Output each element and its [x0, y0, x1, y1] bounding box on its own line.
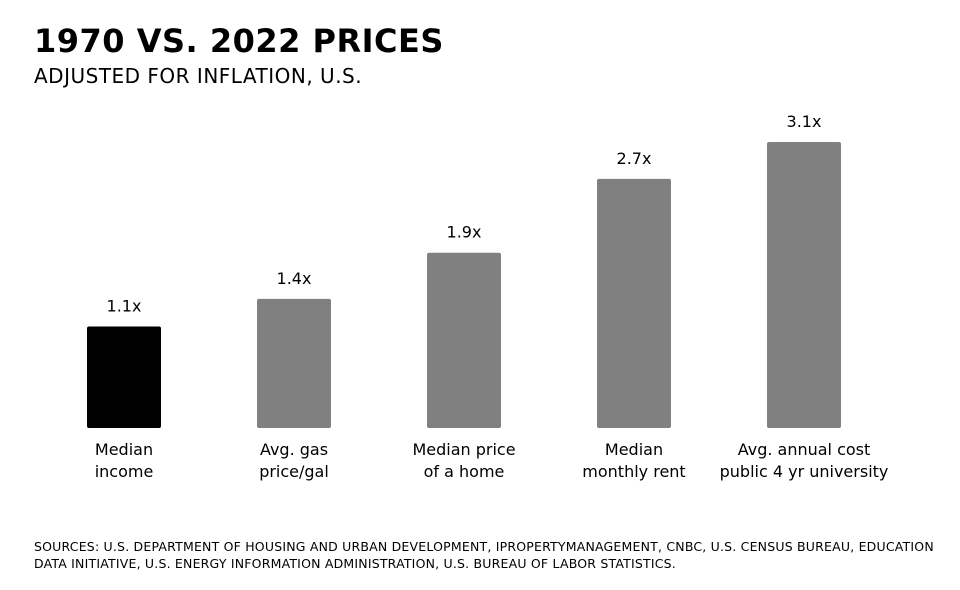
category-label-1-line-0: Avg. gas — [260, 440, 328, 459]
bar-chart: 1.1x Median income 1.4x Avg. gas price/gal 1.9… — [87, 112, 889, 481]
value-label-4: 3.1x — [787, 112, 822, 131]
category-label-4-line-0: Avg. annual cost — [738, 440, 871, 459]
chart-title: 1970 vs. 2022 Prices — [34, 22, 444, 60]
category-label-2-line-1: of a home — [424, 462, 505, 481]
bar-1 — [257, 298, 331, 428]
category-label-4-line-1: public 4 yr university — [720, 462, 889, 481]
category-label-2-line-0: Median price — [412, 440, 515, 459]
value-label-0: 1.1x — [107, 297, 142, 316]
category-label-3-line-0: Median — [605, 440, 663, 459]
bar-4 — [767, 142, 841, 428]
category-label-0-line-0: Median — [95, 440, 153, 459]
category-label-0-line-1: income — [95, 462, 154, 481]
chart-subtitle: Adjusted for inflation, U.S. — [34, 64, 363, 88]
bar-0 — [87, 326, 161, 428]
value-label-3: 2.7x — [617, 149, 652, 168]
value-label-2: 1.9x — [447, 223, 482, 242]
value-label-1: 1.4x — [277, 269, 312, 288]
category-label-1-line-1: price/gal — [259, 462, 329, 481]
bar-3 — [597, 178, 671, 428]
bar-2 — [427, 252, 501, 428]
sources-note: Sources: U.S. Department of Housing and … — [34, 539, 934, 571]
category-label-3-line-1: monthly rent — [582, 462, 685, 481]
